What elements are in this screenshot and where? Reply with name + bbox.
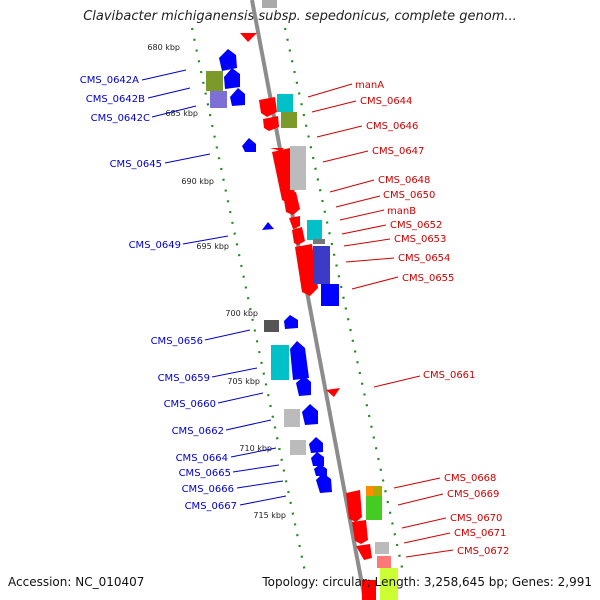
gene-arrow — [296, 376, 311, 396]
gene-label: CMS_0642A — [80, 75, 139, 86]
gene-box — [262, 0, 277, 8]
kbp-label: 715 kbp — [253, 511, 286, 520]
gene-arrow — [259, 97, 277, 117]
gene-arrow — [224, 68, 240, 89]
gene-label: CMS_0653 — [394, 234, 446, 245]
gene-label: CMS_0664 — [176, 453, 228, 464]
gene-arrow — [292, 227, 305, 245]
gene-arrow — [230, 88, 245, 106]
gene-arrow — [302, 404, 318, 425]
genome-stats-text: Topology: circular; Length: 3,258,645 bp… — [262, 575, 592, 589]
gene-label: CMS_0642C — [91, 113, 150, 124]
gene-label: manA — [355, 80, 384, 91]
gene-label: CMS_0668 — [444, 473, 496, 484]
reverse-features — [206, 49, 332, 493]
gene-arrow — [295, 244, 318, 296]
gene-label: CMS_0650 — [383, 190, 435, 201]
kbp-label: 680 kbp — [147, 43, 180, 52]
left-tick-track — [190, 27, 307, 573]
gene-arrow — [309, 437, 323, 453]
kbp-label: 700 kbp — [225, 309, 258, 318]
kbp-label: 710 kbp — [239, 444, 272, 453]
gene-box — [264, 320, 279, 332]
gene-label: CMS_0644 — [360, 96, 412, 107]
gene-box — [321, 284, 339, 306]
kbp-label: 685 kbp — [165, 109, 198, 118]
gene-label: CMS_0662 — [172, 426, 224, 437]
gene-label: CMS_0656 — [151, 336, 203, 347]
gene-label: CMS_0660 — [164, 399, 216, 410]
gene-label: CMS_0672 — [457, 546, 509, 557]
gene-label: manB — [387, 206, 416, 217]
gene-box — [377, 556, 391, 568]
gene-box — [313, 239, 325, 244]
gene-box — [284, 409, 300, 427]
gene-label: CMS_0649 — [129, 240, 181, 251]
kbp-label: 690 kbp — [181, 177, 214, 186]
gene-box — [380, 568, 398, 600]
gene-box — [206, 71, 223, 91]
gene-box — [277, 94, 293, 112]
gene-label: CMS_0665 — [179, 468, 231, 479]
gene-arrow — [262, 222, 274, 230]
gene-box — [281, 112, 297, 128]
gene-box — [271, 345, 289, 380]
gene-label: CMS_0647 — [372, 146, 424, 157]
gene-arrow — [242, 138, 256, 152]
gene-label: CMS_0671 — [454, 528, 506, 539]
gene-arrow — [352, 520, 368, 544]
gene-box — [313, 246, 330, 284]
gene-arrow — [263, 116, 279, 131]
gene-label: CMS_0642B — [86, 94, 145, 105]
gene-box — [210, 91, 227, 108]
gene-arrow — [356, 544, 372, 560]
right-tick-track — [283, 27, 405, 573]
gene-arrow — [219, 49, 237, 71]
gene-label: CMS_0666 — [182, 484, 234, 495]
gene-label: CMS_0646 — [366, 121, 418, 132]
gene-label: CMS_0648 — [378, 175, 430, 186]
left-leader-lines — [141, 69, 287, 506]
gene-arrow — [314, 464, 327, 476]
kbp-label: 695 kbp — [196, 242, 229, 251]
gene-label: CMS_0655 — [402, 273, 454, 284]
gene-arrow — [311, 452, 324, 466]
gene-label: CMS_0645 — [110, 159, 162, 170]
gene-label: CMS_0669 — [447, 489, 499, 500]
gene-label: CMS_0659 — [158, 373, 210, 384]
gene-box — [373, 486, 382, 496]
gene-arrow — [240, 33, 257, 42]
forward-features — [240, 0, 398, 600]
gene-arrow — [290, 341, 309, 380]
right-leader-lines — [307, 83, 454, 558]
gene-label: CMS_0654 — [398, 253, 450, 264]
kbp-label: 705 kbp — [227, 377, 260, 386]
gene-box — [375, 542, 389, 554]
gene-arrow — [272, 148, 295, 203]
gene-arrow — [326, 388, 340, 397]
map-title: Clavibacter michiganensis subsp. sepedon… — [83, 9, 517, 24]
gene-box — [362, 580, 376, 600]
gene-arrow — [289, 216, 300, 229]
gene-box — [366, 486, 375, 496]
gene-label: CMS_0667 — [185, 501, 237, 512]
gene-label: CMS_0652 — [390, 220, 442, 231]
gene-label: CMS_0670 — [450, 513, 502, 524]
gene-box — [290, 440, 306, 455]
gene-arrow — [316, 473, 332, 493]
gene-box — [290, 146, 306, 190]
gene-arrow — [284, 315, 298, 329]
gene-box — [307, 220, 322, 240]
gene-label: CMS_0661 — [423, 370, 475, 381]
accession-text: Accession: NC_010407 — [8, 575, 145, 589]
gene-arrow — [283, 192, 300, 215]
gene-arrow — [346, 490, 362, 522]
